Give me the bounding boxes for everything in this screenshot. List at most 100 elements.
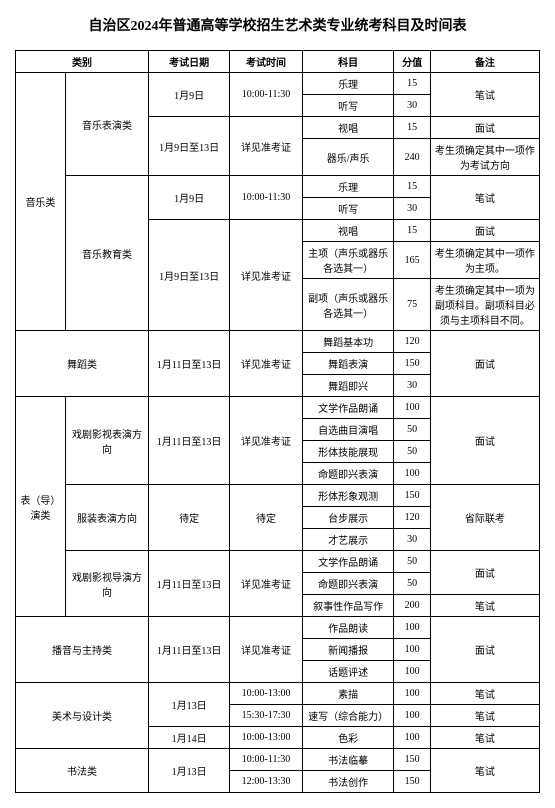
header-subject: 科目 bbox=[302, 51, 393, 73]
cell: 命题即兴表演 bbox=[302, 463, 393, 485]
cell: 15 bbox=[394, 73, 430, 95]
cell: 舞蹈基本功 bbox=[302, 331, 393, 353]
cell: 美术与设计类 bbox=[16, 683, 149, 749]
cell: 听写 bbox=[302, 95, 393, 117]
cell: 书法临摹 bbox=[302, 749, 393, 771]
cell: 30 bbox=[394, 198, 430, 220]
cell: 10:00-13:00 bbox=[230, 683, 303, 705]
cell: 100 bbox=[394, 639, 430, 661]
cell: 面试 bbox=[430, 617, 539, 683]
cell: 乐理 bbox=[302, 176, 393, 198]
cell: 15 bbox=[394, 117, 430, 139]
cell: 120 bbox=[394, 331, 430, 353]
cell: 1月13日 bbox=[149, 683, 230, 727]
cell: 详见准考证 bbox=[230, 117, 303, 176]
cell: 待定 bbox=[149, 485, 230, 551]
cell: 50 bbox=[394, 573, 430, 595]
cell: 75 bbox=[394, 279, 430, 331]
cell: 详见准考证 bbox=[230, 331, 303, 397]
cell: 笔试 bbox=[430, 705, 539, 727]
cell: 速写（综合能力） bbox=[302, 705, 393, 727]
cell: 视唱 bbox=[302, 220, 393, 242]
cell: 15 bbox=[394, 220, 430, 242]
cell: 笔试 bbox=[430, 749, 539, 793]
cell: 100 bbox=[394, 727, 430, 749]
cell: 音乐教育类 bbox=[65, 176, 148, 331]
cell: 书法创作 bbox=[302, 771, 393, 793]
cell: 音乐表演类 bbox=[65, 73, 148, 176]
cell: 200 bbox=[394, 595, 430, 617]
cell: 表（导）演类 bbox=[16, 397, 66, 617]
header-note: 备注 bbox=[430, 51, 539, 73]
cell: 详见准考证 bbox=[230, 220, 303, 331]
cell: 150 bbox=[394, 771, 430, 793]
cell: 才艺展示 bbox=[302, 529, 393, 551]
cell: 50 bbox=[394, 551, 430, 573]
cell: 笔试 bbox=[430, 176, 539, 220]
cell: 100 bbox=[394, 683, 430, 705]
cell: 1月9日至13日 bbox=[149, 117, 230, 176]
exam-schedule-table: 类别 考试日期 考试时间 科目 分值 备注 音乐类 音乐表演类 1月9日 10:… bbox=[15, 50, 540, 793]
table-row: 舞蹈类 1月11日至13日 详见准考证 舞蹈基本功 120 面试 bbox=[16, 331, 540, 353]
table-row: 美术与设计类 1月13日 10:00-13:00 素描 100 笔试 bbox=[16, 683, 540, 705]
header-row: 类别 考试日期 考试时间 科目 分值 备注 bbox=[16, 51, 540, 73]
cell: 150 bbox=[394, 749, 430, 771]
header-category: 类别 bbox=[16, 51, 149, 73]
cell: 30 bbox=[394, 529, 430, 551]
cell: 副项（声乐或器乐各选其一） bbox=[302, 279, 393, 331]
cell: 主项（声乐或器乐各选其一） bbox=[302, 242, 393, 279]
cell: 命题即兴表演 bbox=[302, 573, 393, 595]
cell: 30 bbox=[394, 375, 430, 397]
cell: 视唱 bbox=[302, 117, 393, 139]
cell: 形体形象观测 bbox=[302, 485, 393, 507]
cell: 服装表演方向 bbox=[65, 485, 148, 551]
cell: 150 bbox=[394, 353, 430, 375]
cell: 15:30-17:30 bbox=[230, 705, 303, 727]
cell: 10:00-11:30 bbox=[230, 749, 303, 771]
cell: 1月9日 bbox=[149, 176, 230, 220]
cell: 素描 bbox=[302, 683, 393, 705]
cell: 书法类 bbox=[16, 749, 149, 793]
cell: 考生须确定其中一项作为考试方向 bbox=[430, 139, 539, 176]
cell: 舞蹈类 bbox=[16, 331, 149, 397]
cell: 150 bbox=[394, 485, 430, 507]
table-row: 音乐类 音乐表演类 1月9日 10:00-11:30 乐理 15 笔试 bbox=[16, 73, 540, 95]
cell: 面试 bbox=[430, 220, 539, 242]
cell: 省际联考 bbox=[430, 485, 539, 551]
cell: 100 bbox=[394, 661, 430, 683]
cell: 笔试 bbox=[430, 73, 539, 117]
cell: 叙事性作品写作 bbox=[302, 595, 393, 617]
cell: 面试 bbox=[430, 331, 539, 397]
cell: 240 bbox=[394, 139, 430, 176]
cell: 形体技能展现 bbox=[302, 441, 393, 463]
cell: 10:00-11:30 bbox=[230, 176, 303, 220]
cell: 10:00-11:30 bbox=[230, 73, 303, 117]
cell: 120 bbox=[394, 507, 430, 529]
cell: 自选曲目演唱 bbox=[302, 419, 393, 441]
cell: 文学作品朗诵 bbox=[302, 551, 393, 573]
table-row: 播音与主持类 1月11日至13日 详见准考证 作品朗读 100 面试 bbox=[16, 617, 540, 639]
cell: 100 bbox=[394, 617, 430, 639]
cell: 详见准考证 bbox=[230, 551, 303, 617]
cell: 1月11日至13日 bbox=[149, 397, 230, 485]
cell: 笔试 bbox=[430, 595, 539, 617]
cell: 戏剧影视表演方向 bbox=[65, 397, 148, 485]
cell: 10:00-13:00 bbox=[230, 727, 303, 749]
table-row: 音乐教育类 1月9日 10:00-11:30 乐理 15 笔试 bbox=[16, 176, 540, 198]
cell: 舞蹈表演 bbox=[302, 353, 393, 375]
cell: 100 bbox=[394, 397, 430, 419]
cell: 乐理 bbox=[302, 73, 393, 95]
page-title: 自治区2024年普通高等学校招生艺术类专业统考科目及时间表 bbox=[15, 15, 540, 35]
cell: 详见准考证 bbox=[230, 397, 303, 485]
cell: 舞蹈即兴 bbox=[302, 375, 393, 397]
table-row: 书法类 1月13日 10:00-11:30 书法临摹 150 笔试 bbox=[16, 749, 540, 771]
cell: 音乐类 bbox=[16, 73, 66, 331]
cell: 话题评述 bbox=[302, 661, 393, 683]
cell: 1月11日至13日 bbox=[149, 331, 230, 397]
cell: 听写 bbox=[302, 198, 393, 220]
cell: 面试 bbox=[430, 117, 539, 139]
cell: 165 bbox=[394, 242, 430, 279]
table-row: 表（导）演类 戏剧影视表演方向 1月11日至13日 详见准考证 文学作品朗诵 1… bbox=[16, 397, 540, 419]
cell: 1月11日至13日 bbox=[149, 551, 230, 617]
cell: 1月9日 bbox=[149, 73, 230, 117]
